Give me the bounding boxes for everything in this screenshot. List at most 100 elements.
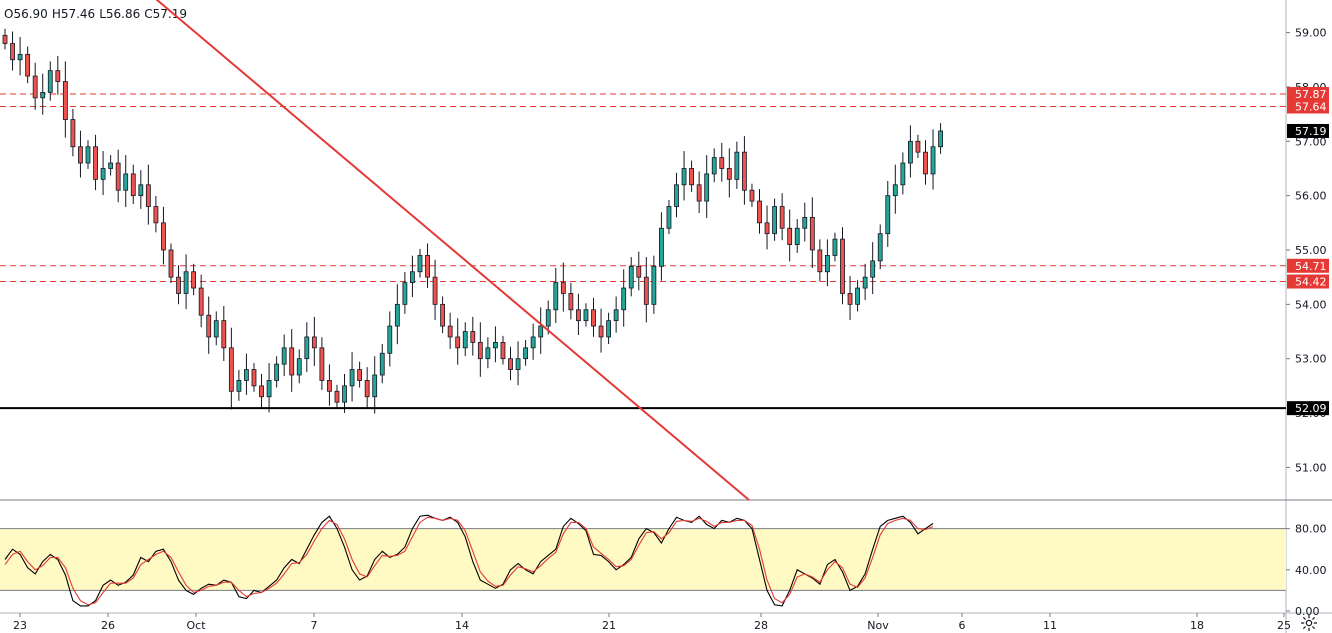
candle xyxy=(809,197,815,269)
candle xyxy=(153,195,159,233)
candle-body xyxy=(32,75,38,99)
candle-body xyxy=(455,336,461,349)
candle-body xyxy=(825,255,830,273)
candle xyxy=(802,202,808,242)
candle xyxy=(364,367,370,409)
candle xyxy=(508,346,513,381)
candle-body xyxy=(115,162,121,191)
candle-body xyxy=(357,369,363,381)
candle xyxy=(855,280,860,312)
candle xyxy=(221,305,227,362)
candle-body xyxy=(100,168,106,180)
candle xyxy=(357,361,363,388)
price-tick-label: 53.00 xyxy=(1295,353,1327,366)
candle xyxy=(470,316,476,356)
candle-body xyxy=(289,347,295,376)
candle-body xyxy=(862,276,868,289)
level-badge-text: 54.71 xyxy=(1295,260,1327,273)
level-badge-text: 57.87 xyxy=(1295,88,1327,101)
candle xyxy=(734,141,740,189)
candle-body xyxy=(523,347,529,360)
candle-body xyxy=(628,265,634,289)
candle-body xyxy=(236,380,242,392)
candle-body xyxy=(900,162,906,186)
candle-body xyxy=(25,53,31,77)
candle-body xyxy=(749,189,755,202)
time-tick-label: 7 xyxy=(311,619,318,632)
candle-body xyxy=(930,146,936,175)
candle-body xyxy=(809,216,815,251)
candle-body xyxy=(130,173,136,197)
gear-icon[interactable] xyxy=(1300,614,1318,632)
candle-body xyxy=(538,325,544,338)
candle xyxy=(417,248,423,278)
candle xyxy=(651,255,657,314)
ohlc-low: L56.86 xyxy=(99,7,141,21)
time-tick-label: 14 xyxy=(455,619,469,632)
candle-body xyxy=(62,81,68,120)
candle-body xyxy=(47,70,53,93)
candle xyxy=(2,28,8,50)
candle-body xyxy=(508,358,513,370)
candle xyxy=(32,62,38,110)
candle xyxy=(787,209,793,262)
candle xyxy=(447,312,453,349)
candle-body xyxy=(108,162,114,169)
candle-body xyxy=(161,222,166,251)
candle-body xyxy=(85,146,91,164)
candle xyxy=(85,140,91,169)
candle xyxy=(711,148,717,183)
candle-body xyxy=(281,347,287,365)
candle xyxy=(500,335,506,365)
candle-body xyxy=(334,390,340,403)
candle xyxy=(455,318,461,365)
stoch-tick-label: 40.00 xyxy=(1295,564,1327,577)
candle xyxy=(576,293,581,336)
candle xyxy=(311,316,317,366)
price-tick-label: 51.00 xyxy=(1295,461,1327,474)
candle xyxy=(568,282,574,320)
trendline xyxy=(155,0,750,501)
candle-body xyxy=(440,303,446,327)
level-badge-bg xyxy=(1287,99,1329,114)
candle xyxy=(583,303,589,327)
candle xyxy=(477,322,483,377)
candle xyxy=(674,172,679,218)
candle xyxy=(764,205,770,250)
time-tick-label: 25 xyxy=(1277,619,1291,632)
candle-body xyxy=(764,222,770,235)
candle xyxy=(327,364,332,406)
candle xyxy=(198,274,204,328)
candle xyxy=(274,356,280,388)
candle-body xyxy=(530,336,536,349)
support-badge: 52.09 xyxy=(1287,401,1329,416)
candle xyxy=(923,140,928,185)
candle-body xyxy=(372,374,378,398)
candle-body xyxy=(840,238,845,294)
level-badge: 57.64 xyxy=(1287,99,1329,114)
candle-body xyxy=(145,184,151,207)
candle-body xyxy=(17,53,23,61)
candle xyxy=(47,61,53,101)
candle xyxy=(78,130,83,178)
candle xyxy=(523,339,529,366)
candle xyxy=(613,296,619,333)
candle xyxy=(138,170,144,209)
candle xyxy=(779,193,785,241)
ohlc-open: O56.90 xyxy=(4,7,48,21)
time-tick-label: 6 xyxy=(959,619,966,632)
time-axis: 23 26 Oct 7 14 21 28 Nov 6 11 18 25 xyxy=(13,613,1291,632)
candle xyxy=(862,263,868,301)
candle-body xyxy=(500,341,506,360)
candle-body xyxy=(711,157,717,175)
candle xyxy=(100,151,106,195)
candle xyxy=(379,344,385,384)
candle xyxy=(938,123,943,154)
candle-body xyxy=(364,380,370,398)
candle xyxy=(742,136,747,205)
candle xyxy=(115,149,121,203)
candle xyxy=(704,155,710,218)
time-tick-label: 11 xyxy=(1043,619,1057,632)
candle-body xyxy=(560,282,566,294)
